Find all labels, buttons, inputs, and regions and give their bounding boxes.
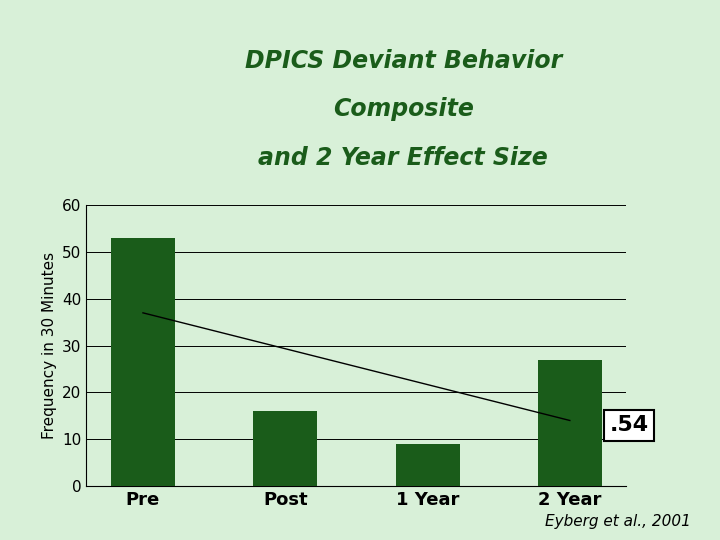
Text: Eyberg et al., 2001: Eyberg et al., 2001 [545, 514, 691, 529]
Text: .54: .54 [610, 415, 649, 435]
Bar [395, 444, 459, 486]
Text: and 2 Year Effect Size: and 2 Year Effect Size [258, 146, 548, 170]
Text: Composite: Composite [333, 97, 474, 121]
Bar [253, 411, 318, 486]
Y-axis label: Frequency in 30 Minutes: Frequency in 30 Minutes [42, 252, 57, 439]
Text: DPICS Deviant Behavior: DPICS Deviant Behavior [245, 49, 562, 72]
Bar [538, 360, 602, 486]
Bar [111, 238, 175, 486]
